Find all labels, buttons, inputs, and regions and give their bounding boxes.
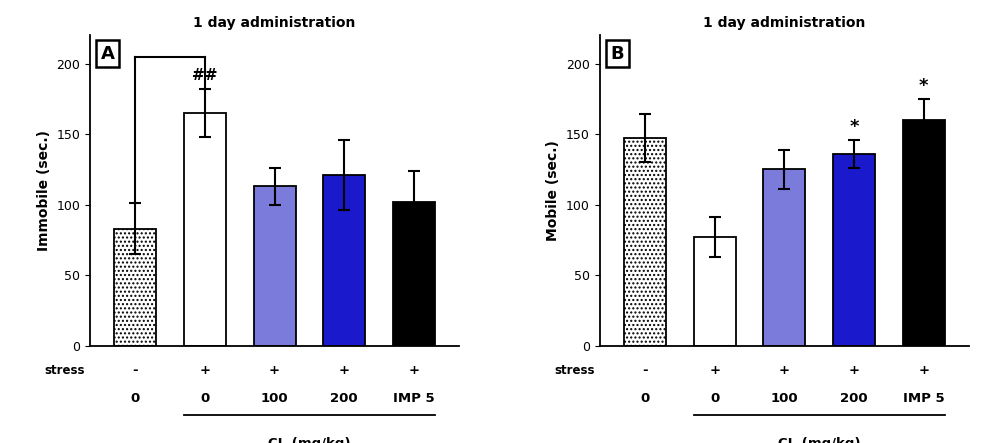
Text: stress: stress <box>554 364 594 377</box>
Text: -: - <box>133 364 138 377</box>
Text: 0: 0 <box>131 392 140 405</box>
Text: 0: 0 <box>640 392 649 405</box>
Text: B: B <box>610 45 624 63</box>
Bar <box>114 229 156 346</box>
Text: *: * <box>849 117 859 136</box>
Text: +: + <box>409 364 420 377</box>
Y-axis label: Immobile (sec.): Immobile (sec.) <box>37 130 51 251</box>
Text: 200: 200 <box>331 392 358 405</box>
Text: +: + <box>339 364 350 377</box>
Bar <box>763 169 805 346</box>
Title: 1 day administration: 1 day administration <box>703 16 865 30</box>
Title: 1 day administration: 1 day administration <box>194 16 356 30</box>
Bar <box>624 138 666 346</box>
Text: ##: ## <box>192 68 218 83</box>
Text: +: + <box>709 364 720 377</box>
Text: *: * <box>919 77 928 95</box>
Text: IMP 5: IMP 5 <box>903 392 944 405</box>
Text: A: A <box>101 45 115 63</box>
Text: 0: 0 <box>200 392 210 405</box>
Bar <box>393 202 435 346</box>
Text: IMP 5: IMP 5 <box>394 392 435 405</box>
Bar <box>693 237 735 346</box>
Bar <box>254 186 296 346</box>
Bar <box>184 113 226 346</box>
Text: CJ  (mg/kg): CJ (mg/kg) <box>778 437 860 443</box>
Text: 0: 0 <box>710 392 719 405</box>
Text: 100: 100 <box>261 392 289 405</box>
Bar <box>324 175 366 346</box>
Text: 100: 100 <box>770 392 798 405</box>
Y-axis label: Mobile (sec.): Mobile (sec.) <box>546 140 560 241</box>
Text: 200: 200 <box>840 392 868 405</box>
Text: CJ  (mg/kg): CJ (mg/kg) <box>268 437 351 443</box>
Text: +: + <box>200 364 211 377</box>
Text: +: + <box>269 364 280 377</box>
Text: -: - <box>642 364 647 377</box>
Text: +: + <box>918 364 929 377</box>
Text: +: + <box>779 364 790 377</box>
Text: stress: stress <box>45 364 85 377</box>
Bar <box>903 120 945 346</box>
Text: +: + <box>848 364 859 377</box>
Bar <box>833 154 875 346</box>
